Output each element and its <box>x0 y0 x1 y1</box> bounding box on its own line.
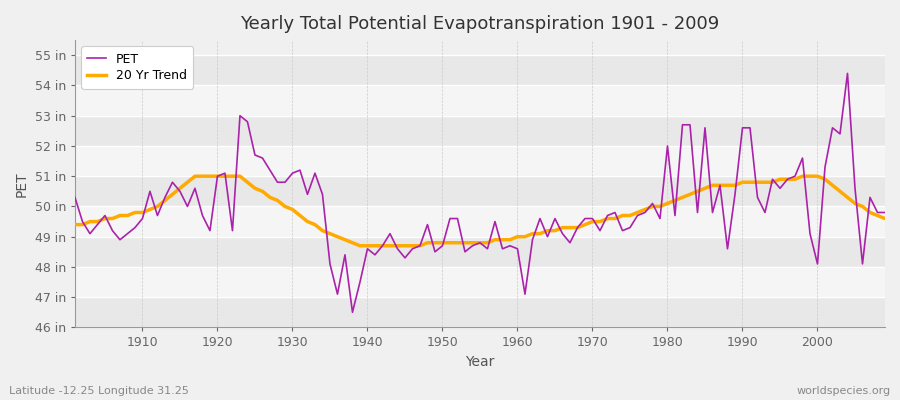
Y-axis label: PET: PET <box>15 171 29 196</box>
Line: 20 Yr Trend: 20 Yr Trend <box>75 176 885 246</box>
20 Yr Trend <box>879 216 890 221</box>
PET <box>519 292 530 296</box>
20 Yr Trend <box>617 213 628 218</box>
Line: PET: PET <box>75 73 885 312</box>
Legend: PET, 20 Yr Trend: PET, 20 Yr Trend <box>81 46 194 89</box>
PET <box>339 252 350 257</box>
20 Yr Trend <box>69 222 80 227</box>
PET <box>69 195 80 200</box>
X-axis label: Year: Year <box>465 355 495 369</box>
PET <box>294 168 305 172</box>
PET <box>609 210 620 215</box>
Bar <box>75 86 885 116</box>
20 Yr Trend <box>347 240 358 245</box>
Bar <box>75 116 885 146</box>
20 Yr Trend <box>519 234 530 239</box>
Bar <box>75 55 885 86</box>
PET <box>879 210 890 215</box>
Bar <box>75 297 885 328</box>
PET <box>130 225 140 230</box>
Text: Latitude -12.25 Longitude 31.25: Latitude -12.25 Longitude 31.25 <box>9 386 189 396</box>
20 Yr Trend <box>355 243 365 248</box>
Bar <box>75 206 885 237</box>
20 Yr Trend <box>302 219 313 224</box>
Bar <box>75 267 885 297</box>
20 Yr Trend <box>130 210 140 215</box>
Bar <box>75 237 885 267</box>
Bar <box>75 146 885 176</box>
PET <box>347 310 358 315</box>
Title: Yearly Total Potential Evapotranspiration 1901 - 2009: Yearly Total Potential Evapotranspiratio… <box>240 15 720 33</box>
20 Yr Trend <box>527 231 538 236</box>
Text: worldspecies.org: worldspecies.org <box>796 386 891 396</box>
PET <box>842 71 853 76</box>
Bar <box>75 176 885 206</box>
20 Yr Trend <box>190 174 201 179</box>
PET <box>512 246 523 251</box>
